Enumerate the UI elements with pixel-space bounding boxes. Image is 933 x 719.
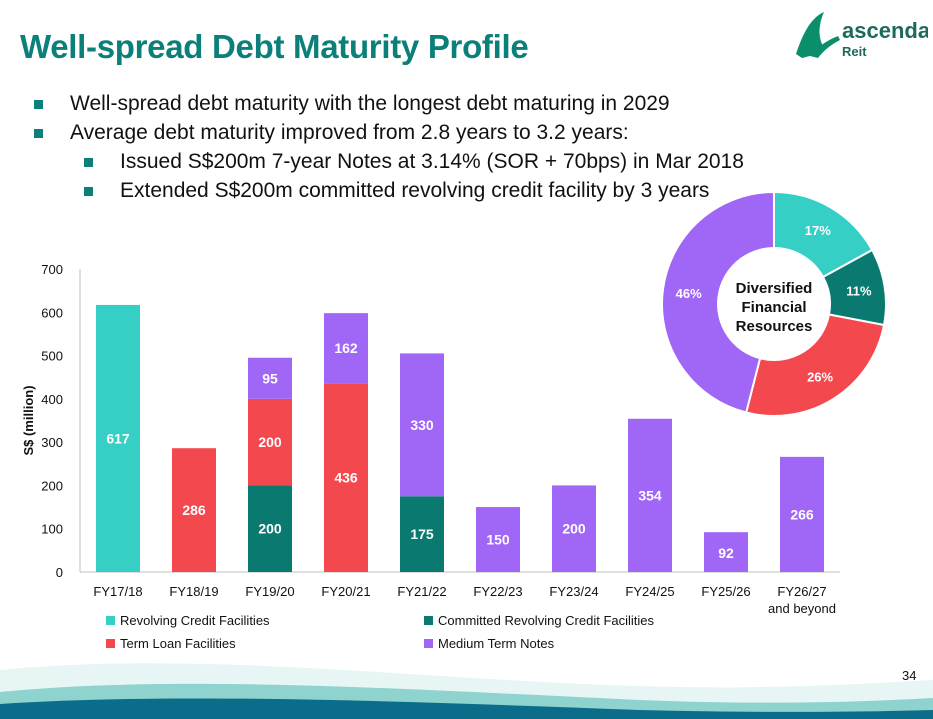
bar-value-label: 330 [410, 417, 434, 433]
bar-value-label: 436 [334, 470, 358, 486]
legend-label: Revolving Credit Facilities [120, 613, 270, 628]
bar-term-loan-facilities-2 [248, 398, 292, 486]
bar-medium-term-notes-6 [552, 485, 596, 572]
bar-medium-term-notes-9 [780, 456, 824, 572]
bar-medium-term-notes-5 [476, 507, 520, 572]
page-title: Well-spread Debt Maturity Profile [20, 28, 529, 65]
donut-slice-2 [744, 313, 886, 417]
x-tick-label: FY19/20 [245, 584, 294, 599]
y-tick-label: 600 [41, 305, 63, 320]
bar-value-label: 266 [790, 506, 814, 522]
y-tick-label: 400 [41, 392, 63, 407]
x-tick-label: FY25/26 [701, 584, 750, 599]
bar-value-label: 617 [106, 430, 130, 446]
logo-mark-icon [796, 12, 824, 58]
bar-value-label: 150 [486, 532, 510, 548]
y-axis-title: S$ (million) [21, 385, 36, 455]
bar-medium-term-notes-3 [324, 313, 368, 384]
bar-value-label: 175 [410, 526, 434, 542]
bar-medium-term-notes-4 [400, 353, 444, 497]
x-tick-label: FY21/22 [397, 584, 446, 599]
bar-committed-revolving-credit-facilities-4 [400, 496, 444, 572]
x-tick-label: and beyond [768, 601, 836, 616]
bar-term-loan-facilities-3 [324, 383, 368, 572]
x-tick-label: FY22/23 [473, 584, 522, 599]
donut-slice-label: 17% [805, 223, 831, 238]
legend-swatch [106, 616, 115, 625]
bar-value-label: 162 [334, 340, 358, 356]
y-tick-label: 100 [41, 522, 63, 537]
logo-brand-text: ascendas [842, 18, 928, 43]
bar-value-label: 200 [258, 521, 282, 537]
y-tick-label: 0 [56, 565, 63, 580]
bar-medium-term-notes-7 [628, 418, 672, 572]
page-number: 34 [902, 668, 917, 683]
legend-label: Term Loan Facilities [120, 636, 236, 651]
y-tick-label: 300 [41, 435, 63, 450]
donut-slice-label: 26% [807, 370, 833, 385]
donut-center-text: Resources [736, 318, 813, 335]
x-tick-label: FY23/24 [549, 584, 598, 599]
donut-slice-label: 46% [676, 286, 702, 301]
legend-swatch [424, 616, 433, 625]
donut-slice-label: 11% [846, 284, 872, 299]
bar-value-label: 354 [638, 487, 662, 503]
bar-revolving-credit-facilities-0 [96, 304, 140, 572]
ascendas-reit-logo: ascendas Reit [796, 12, 928, 59]
bar-value-label: 200 [258, 434, 282, 450]
bar-committed-revolving-credit-facilities-2 [248, 485, 292, 572]
legend-swatch [424, 639, 433, 648]
bar-value-label: 286 [182, 502, 206, 518]
x-tick-label: FY26/27 [777, 584, 826, 599]
legend-swatch [106, 639, 115, 648]
x-tick-label: FY20/21 [321, 584, 370, 599]
bar-value-label: 200 [562, 521, 586, 537]
bar-medium-term-notes-2 [248, 357, 292, 399]
legend-label: Medium Term Notes [438, 636, 555, 651]
donut-center-text: Financial [741, 299, 806, 316]
y-tick-label: 500 [41, 349, 63, 364]
x-tick-label: FY18/19 [169, 584, 218, 599]
x-tick-label: FY17/18 [93, 584, 142, 599]
logo-sub-text: Reit [842, 44, 867, 59]
x-tick-label: FY24/25 [625, 584, 674, 599]
donut-center-text: Diversified [736, 280, 813, 297]
bar-medium-term-notes-8 [704, 532, 748, 572]
y-tick-label: 700 [41, 262, 63, 277]
bar-term-loan-facilities-1 [172, 448, 216, 572]
bar-value-label: 92 [718, 545, 734, 561]
legend-label: Committed Revolving Credit Facilities [438, 613, 655, 628]
bar-value-label: 95 [262, 370, 278, 386]
y-tick-label: 200 [41, 478, 63, 493]
footer-wave [0, 663, 933, 719]
donut-slice-3 [661, 190, 775, 414]
